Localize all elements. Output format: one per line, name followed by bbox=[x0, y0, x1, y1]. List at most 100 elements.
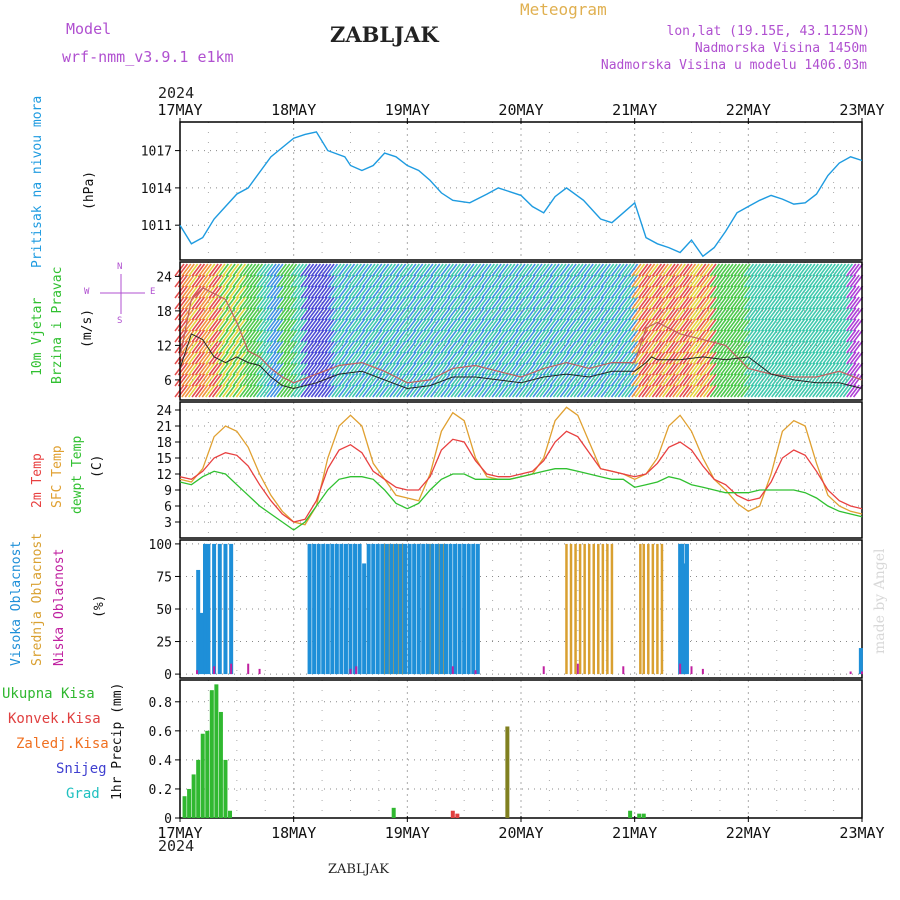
wind-barb bbox=[406, 318, 417, 332]
cloud-mid-bar bbox=[442, 543, 445, 675]
wind-barb bbox=[641, 307, 652, 321]
wind-barb bbox=[443, 318, 455, 332]
wind-barb bbox=[529, 296, 540, 310]
wind-barb bbox=[781, 340, 792, 354]
wind-barb bbox=[777, 362, 789, 376]
wind-barb bbox=[187, 384, 199, 398]
wind-barb bbox=[334, 307, 345, 321]
wind-barb bbox=[563, 373, 574, 387]
wind-barb bbox=[709, 362, 721, 376]
station-title: ZABLJAK bbox=[330, 22, 439, 47]
wind-barb bbox=[607, 384, 618, 398]
wind-barb bbox=[471, 307, 482, 321]
cloud-mid-bar bbox=[606, 543, 609, 675]
wind-barb bbox=[747, 340, 758, 354]
y-tick-label: 24 bbox=[156, 270, 172, 285]
wind-barb bbox=[263, 307, 274, 321]
wind-barb bbox=[525, 318, 536, 332]
wind-barb bbox=[436, 296, 448, 310]
wind-barb bbox=[494, 318, 506, 332]
wind-barb bbox=[668, 351, 680, 365]
wind-barb bbox=[372, 329, 383, 343]
wind-barb bbox=[764, 340, 775, 354]
wind-barb bbox=[293, 329, 304, 343]
wind-barb bbox=[556, 318, 567, 332]
wind-barb bbox=[529, 340, 540, 354]
wind-barb bbox=[777, 384, 789, 398]
wind-barb bbox=[808, 329, 819, 343]
wind-barb bbox=[334, 318, 345, 332]
wind-barb bbox=[263, 285, 274, 299]
wind-barb bbox=[747, 285, 758, 299]
wind-barb bbox=[184, 362, 195, 376]
wind-barb bbox=[382, 296, 393, 310]
wind-barb bbox=[719, 329, 731, 343]
wind-barb bbox=[726, 362, 738, 376]
wind-barb bbox=[508, 329, 519, 343]
wind-barb bbox=[320, 274, 332, 288]
wind-barb bbox=[559, 307, 570, 321]
wind-barb bbox=[191, 351, 202, 365]
wind-barb bbox=[259, 285, 270, 299]
wind-barb bbox=[508, 274, 519, 288]
wind-barb bbox=[450, 274, 461, 288]
wind-barb bbox=[825, 362, 836, 376]
wind-barb bbox=[453, 340, 465, 354]
cloud-high-bar bbox=[348, 543, 353, 675]
wind-barb bbox=[818, 340, 830, 354]
wind-barb bbox=[423, 384, 434, 398]
wind-barb bbox=[208, 384, 219, 398]
wind-barb bbox=[215, 351, 226, 365]
wind-barb bbox=[535, 263, 547, 277]
wind-barb bbox=[723, 318, 734, 332]
wind-barb bbox=[593, 296, 605, 310]
wind-barb bbox=[239, 296, 250, 310]
wind-barb bbox=[351, 373, 362, 387]
y-tick-label: 1011 bbox=[141, 219, 172, 234]
wind-barb bbox=[215, 307, 226, 321]
wind-barb bbox=[675, 351, 686, 365]
wind-barb bbox=[569, 351, 581, 365]
wind-barb bbox=[682, 296, 693, 310]
wind-barb bbox=[242, 340, 253, 354]
wind-barb bbox=[685, 340, 697, 354]
wind-barb bbox=[542, 351, 553, 365]
wind-barb bbox=[317, 263, 328, 277]
wind-barb bbox=[396, 318, 407, 332]
wind-barb bbox=[501, 351, 512, 365]
wind-barb bbox=[627, 340, 639, 354]
wind-barb bbox=[798, 351, 809, 365]
cloud-low-bar bbox=[349, 668, 352, 675]
legend-snow: Snijeg bbox=[56, 761, 107, 777]
precip-conv-bar bbox=[455, 813, 460, 818]
wind-barb bbox=[651, 274, 663, 288]
wind-barb bbox=[532, 285, 543, 299]
wind-barb bbox=[573, 362, 584, 376]
wind-barb bbox=[481, 351, 492, 365]
wind-barb bbox=[771, 263, 782, 277]
wind-barb bbox=[365, 318, 376, 332]
wind-barb bbox=[256, 318, 267, 332]
wind-barb bbox=[484, 274, 495, 288]
wind-barb bbox=[522, 351, 533, 365]
wind-barb bbox=[361, 384, 373, 398]
wind-barb bbox=[423, 362, 434, 376]
wind-barb bbox=[593, 263, 605, 277]
wind-barb bbox=[696, 296, 707, 310]
wind-barb bbox=[368, 307, 380, 321]
wind-barb bbox=[604, 373, 615, 387]
wind-barb bbox=[576, 362, 588, 376]
wind-barb bbox=[491, 340, 502, 354]
wind-barb bbox=[293, 263, 304, 277]
wind-barb bbox=[460, 329, 472, 343]
wind-barb bbox=[232, 296, 243, 310]
wind-barb bbox=[218, 274, 229, 288]
wind-barb bbox=[228, 362, 240, 376]
wind-barb bbox=[378, 362, 390, 376]
wind-barb bbox=[600, 384, 611, 398]
wind-barb bbox=[464, 318, 475, 332]
wind-barb bbox=[835, 351, 847, 365]
wind-barb bbox=[706, 296, 717, 310]
wind-barb bbox=[849, 329, 860, 343]
wind-barb bbox=[644, 340, 656, 354]
